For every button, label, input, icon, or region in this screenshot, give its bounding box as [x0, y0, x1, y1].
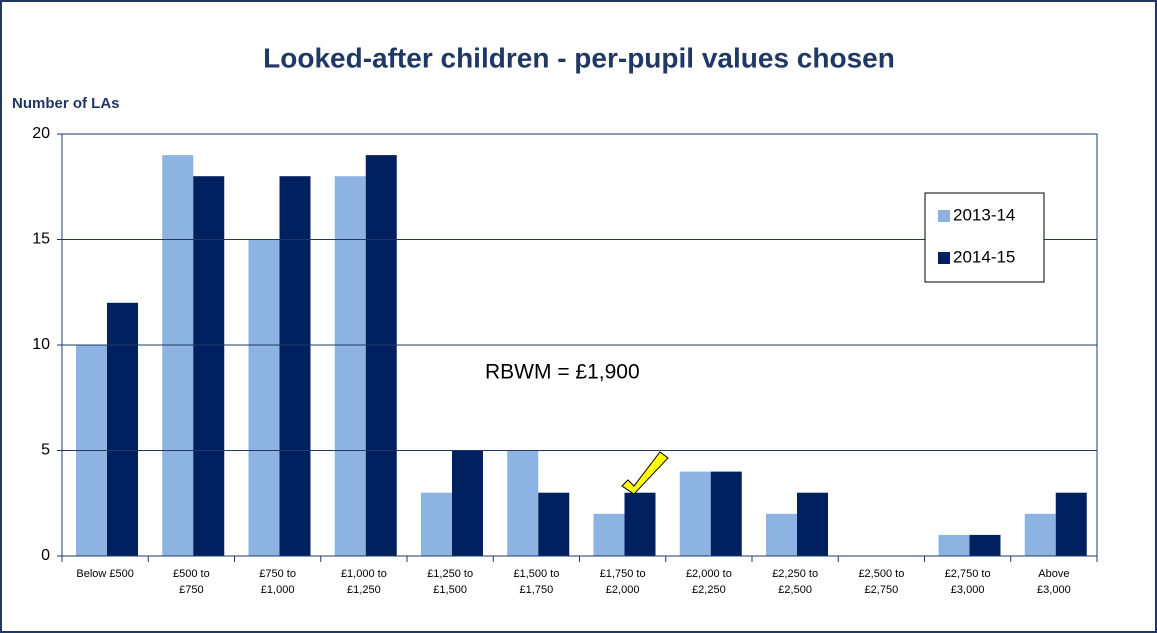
- bar: [365, 155, 397, 556]
- bar: [538, 492, 570, 556]
- x-tick-label: £1,750 to £2,000: [599, 568, 646, 596]
- x-tick-label: Above £3,000: [1037, 568, 1071, 596]
- x-tick-label: £1,500 to £1,750: [513, 568, 560, 596]
- x-tick-label: Below £500: [76, 568, 134, 580]
- bar: [624, 492, 656, 556]
- bar: [507, 450, 539, 556]
- bar: [193, 176, 225, 556]
- y-axis-label: Number of LAs: [12, 95, 120, 112]
- bar: [593, 513, 625, 556]
- legend-swatch: [938, 210, 950, 222]
- bar: [679, 471, 711, 556]
- x-tick-label: £1,250 to £1,500: [427, 568, 474, 596]
- bar: [421, 492, 452, 556]
- annotation: RBWM = £1,900: [485, 361, 640, 384]
- bar: [107, 302, 138, 556]
- y-tick-label: 10: [32, 336, 50, 353]
- y-tick-label: 20: [32, 125, 50, 142]
- chart-title: Looked-after children - per-pupil values…: [263, 42, 895, 73]
- y-tick-label: 5: [41, 442, 50, 459]
- bar: [797, 492, 828, 556]
- bar: [248, 239, 280, 556]
- bar: [334, 176, 366, 556]
- bar: [1055, 492, 1087, 556]
- y-tick-label: 15: [32, 231, 50, 248]
- x-tick-label: £2,500 to £2,750: [858, 568, 905, 596]
- x-tick-label: £2,000 to £2,250: [685, 568, 732, 596]
- x-tick-label: £750 to £1,000: [259, 568, 296, 596]
- bar: [279, 176, 311, 556]
- bar: [938, 534, 970, 556]
- x-tick-label: £2,250 to £2,500: [772, 568, 819, 596]
- x-tick-label: £1,000 to £1,250: [340, 568, 387, 596]
- x-tick-label: £2,750 to £3,000: [944, 568, 991, 596]
- bar: [1024, 513, 1056, 556]
- legend-label: 2014-15: [953, 247, 1015, 266]
- legend-swatch: [938, 252, 950, 264]
- bar: [162, 155, 194, 556]
- x-tick-label: £500 to £750: [173, 568, 210, 596]
- check-mark: [621, 451, 669, 495]
- bar: [710, 471, 742, 556]
- bar: [766, 513, 797, 556]
- y-tick-label: 0: [41, 547, 50, 564]
- bar: [969, 534, 1001, 556]
- legend-box: [924, 192, 1045, 283]
- legend-label: 2013-14: [953, 205, 1015, 224]
- bar: [452, 450, 483, 556]
